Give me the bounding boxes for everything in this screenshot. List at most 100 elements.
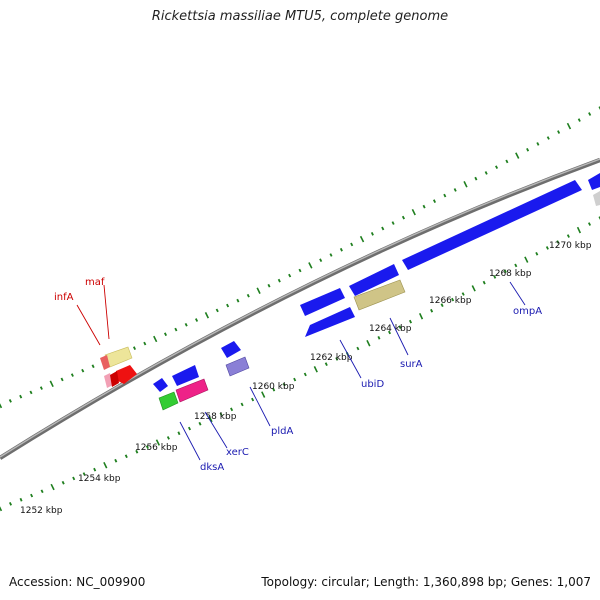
inner-ruler-tick (418, 312, 424, 320)
inner-ruler-tick (0, 506, 3, 512)
gene-pldA[interactable] (225, 356, 250, 377)
inner-ruler-tick (356, 346, 360, 351)
outer-ruler-tick (143, 341, 147, 346)
tick-label-1270: 1270 kbp (549, 241, 592, 251)
leader-infA (76, 304, 101, 346)
outer-ruler-tick (308, 262, 313, 269)
map-title: Rickettsia massiliae MTU5, complete geno… (151, 9, 449, 24)
outer-ruler-tick (484, 171, 488, 175)
inner-ruler-tick (40, 489, 44, 494)
outer-ruler-tick (195, 318, 199, 322)
inner-ruler-track (0, 216, 600, 512)
tick-label-1268: 1268 kbp (489, 269, 532, 279)
outer-ruler-tick (184, 322, 188, 327)
label-ubiD: ubiD (361, 379, 384, 390)
inner-ruler-tick (535, 251, 539, 256)
gene-red-head[interactable] (110, 371, 119, 387)
inner-ruler-tick (230, 407, 234, 412)
gene-surA[interactable] (353, 279, 406, 311)
leader-pldA (249, 386, 271, 427)
inner-ruler-tick (335, 357, 339, 361)
accession-text: Accession: NC_009900 (9, 575, 146, 589)
label-surA: surA (400, 359, 423, 370)
outer-ruler-tick (298, 268, 302, 273)
outer-ruler-tick (432, 199, 437, 203)
gene-dksA[interactable] (158, 391, 179, 411)
inner-ruler-tick (514, 263, 518, 268)
leader-dksA (179, 421, 201, 461)
inner-ruler-tick (82, 472, 86, 476)
leader-maf (103, 284, 110, 340)
outer-ruler-tick (370, 232, 374, 236)
outer-ruler-tick (588, 112, 592, 116)
outer-ruler-tick (8, 398, 12, 403)
inner-ruler-tick (103, 461, 108, 469)
inner-ruler-tick (545, 246, 549, 250)
outer-ruler-tick (267, 283, 271, 288)
outer-ruler-tick (277, 278, 281, 283)
gene-grey-edge[interactable] (593, 191, 600, 206)
inner-ruler-tick (155, 439, 161, 446)
inner-ruler-tick (93, 467, 97, 472)
gene-blue-c[interactable] (221, 341, 241, 358)
inner-ruler-tick (19, 497, 23, 502)
gene-blue-d[interactable] (300, 288, 345, 316)
gene-red-arrow[interactable] (116, 365, 137, 384)
outer-ruler-tick (204, 312, 210, 319)
gene-blue-edge[interactable] (588, 173, 600, 190)
inner-ruler-tick (261, 391, 266, 398)
outer-ruler-tick (29, 390, 33, 395)
outer-ruler-tick (288, 273, 292, 278)
outer-ruler-tick (557, 130, 561, 134)
label-pldA: pldA (271, 426, 293, 437)
inner-ruler-tick (366, 339, 371, 347)
outer-ruler-track (0, 106, 600, 409)
tick-label-1262: 1262 kbp (310, 353, 353, 363)
gene-blue-e[interactable] (349, 264, 399, 296)
inner-ruler-tick (251, 397, 255, 402)
outer-ruler-tick (401, 215, 405, 220)
inner-ruler-tick (187, 426, 192, 431)
gene-ubiD[interactable] (305, 307, 355, 337)
inner-ruler-tick (576, 226, 582, 234)
outer-ruler-tick (546, 136, 550, 140)
gene-blue-long[interactable] (402, 180, 582, 270)
inner-ruler-tick (482, 280, 486, 285)
inner-ruler-tick (566, 234, 570, 238)
inner-ruler-tick (198, 421, 202, 426)
outer-ruler-tick (70, 373, 74, 377)
inner-ruler-tick (61, 480, 65, 485)
inner-ruler-tick (471, 285, 476, 292)
tick-label-1254: 1254 kbp (78, 474, 121, 484)
tick-label-1264: 1264 kbp (369, 324, 412, 334)
outer-ruler-tick (515, 152, 520, 159)
outer-ruler-tick (226, 303, 230, 308)
inner-ruler-tick (8, 502, 13, 506)
genome-backbone (0, 157, 600, 460)
outer-ruler-tick (411, 208, 416, 216)
inner-ruler-tick (440, 303, 444, 307)
outer-ruler-tick (329, 253, 333, 257)
gene-infA[interactable] (100, 355, 110, 370)
inner-ruler-tick (587, 222, 592, 226)
inner-ruler-tick (430, 308, 434, 313)
outer-ruler-tick (256, 287, 261, 294)
gene-blue-b[interactable] (153, 378, 168, 392)
outer-ruler-tick (49, 380, 54, 388)
inner-ruler-tick (387, 330, 392, 335)
label-infA: infA (54, 292, 74, 303)
inner-ruler-tick (124, 454, 128, 459)
outer-ruler-tick (526, 147, 530, 152)
tick-label-1252: 1252 kbp (20, 506, 63, 516)
inner-ruler-tick (398, 325, 402, 329)
inner-ruler-tick (303, 372, 307, 377)
outer-ruler-tick (566, 122, 572, 130)
outer-ruler-tick (153, 335, 158, 343)
gene-blue-a[interactable] (172, 365, 199, 386)
inner-ruler-tick (135, 449, 139, 454)
gene-xerC[interactable] (175, 378, 209, 403)
gene-labels: infA maf dksA xerC pldA ubiD surA ompA (54, 277, 542, 473)
outer-ruler-tick (422, 204, 426, 209)
inner-ruler-tick (451, 297, 455, 302)
